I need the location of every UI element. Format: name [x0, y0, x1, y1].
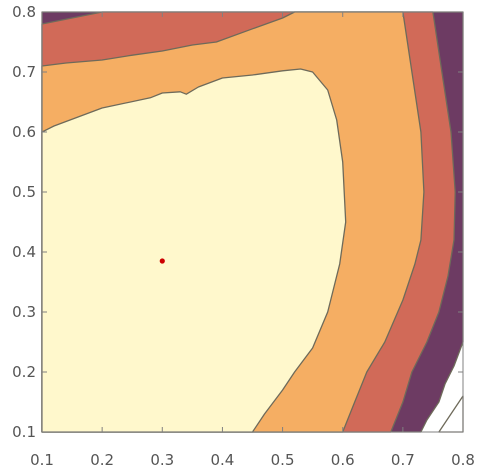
y-tick-label: 0.7: [12, 63, 36, 81]
y-tick-label: 0.6: [12, 123, 36, 141]
contour-band-level-1: [41, 68, 347, 433]
marker-layer: [159, 258, 165, 264]
x-tick-label: 0.1: [30, 451, 54, 469]
x-tick-label: 0.8: [451, 451, 475, 469]
y-tick-label: 0.8: [12, 3, 36, 21]
y-tick-label: 0.3: [12, 303, 36, 321]
y-tick-label: 0.2: [12, 363, 36, 381]
y-tick-label: 0.4: [12, 243, 36, 261]
x-tick-label: 0.3: [150, 451, 174, 469]
contour-bands: [41, 11, 464, 433]
x-tick-label: 0.7: [391, 451, 415, 469]
axes: 0.1 0.2 0.3 0.4 0.5 0.6 0.7 0.8 0.1 0.2 0.3 0.4 0.5 0…: [12, 3, 475, 469]
x-tick-label: 0.2: [90, 451, 114, 469]
x-tick-label: 0.4: [210, 451, 234, 469]
y-tick-label: 0.1: [12, 423, 36, 441]
x-tick-label: 0.6: [331, 451, 355, 469]
y-tick-label: 0.5: [12, 183, 36, 201]
plot-frame: [41, 11, 464, 433]
contour-band-level-5: [438, 395, 464, 433]
optimum-marker-point: [159, 258, 165, 264]
x-tick-label: 0.5: [271, 451, 295, 469]
